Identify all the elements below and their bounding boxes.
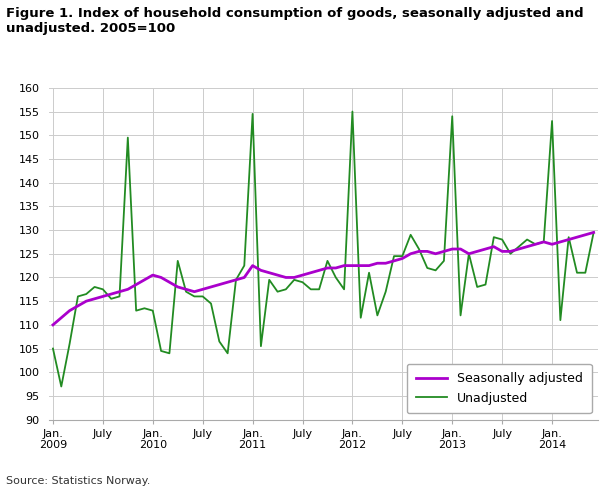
Seasonally adjusted (548, 242, 556, 247)
Seasonally adjusted (216, 282, 223, 287)
Unadjusted (191, 293, 198, 299)
Line: Unadjusted: Unadjusted (53, 112, 594, 386)
Text: Figure 1. Index of household consumption of goods, seasonally adjusted and
unadj: Figure 1. Index of household consumption… (6, 7, 584, 35)
Text: Source: Statistics Norway.: Source: Statistics Norway. (6, 476, 151, 486)
Seasonally adjusted (49, 322, 57, 328)
Unadjusted (590, 229, 597, 235)
Legend: Seasonally adjusted, Unadjusted: Seasonally adjusted, Unadjusted (407, 364, 592, 413)
Seasonally adjusted (132, 282, 140, 287)
Unadjusted (49, 346, 57, 351)
Seasonally adjusted (590, 229, 597, 235)
Seasonally adjusted (182, 286, 190, 292)
Unadjusted (299, 279, 306, 285)
Unadjusted (224, 350, 231, 356)
Unadjusted (490, 234, 498, 240)
Unadjusted (349, 109, 356, 115)
Line: Seasonally adjusted: Seasonally adjusted (53, 232, 594, 325)
Unadjusted (99, 286, 107, 292)
Unadjusted (290, 277, 298, 283)
Seasonally adjusted (473, 248, 481, 254)
Unadjusted (57, 384, 65, 389)
Seasonally adjusted (282, 275, 290, 281)
